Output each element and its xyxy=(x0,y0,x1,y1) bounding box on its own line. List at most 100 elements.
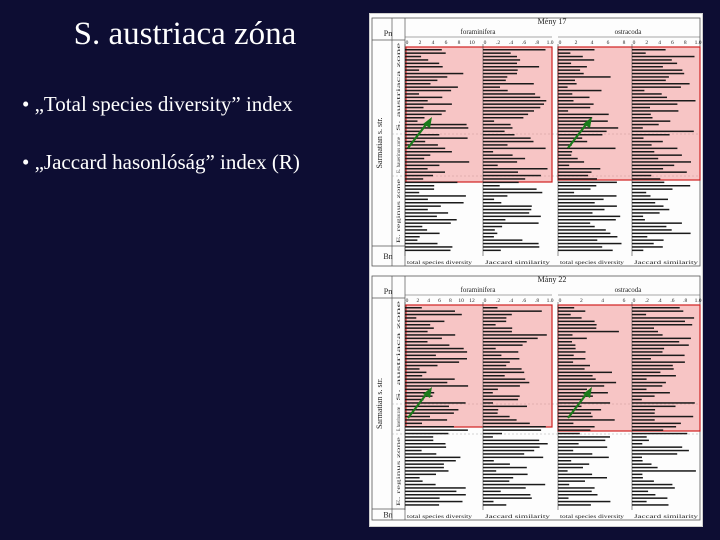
data-bar xyxy=(632,422,681,425)
data-bar xyxy=(405,137,468,139)
data-bar xyxy=(558,178,597,180)
data-bar xyxy=(558,497,569,499)
data-bar xyxy=(405,208,428,211)
data-bar xyxy=(405,402,466,404)
data-bar xyxy=(558,483,570,486)
data-bar xyxy=(632,415,694,418)
data-bar xyxy=(558,402,611,404)
data-bar xyxy=(483,334,547,336)
data-bar xyxy=(632,385,663,387)
data-bar xyxy=(483,480,510,482)
data-bar xyxy=(405,419,448,421)
data-bar xyxy=(405,59,429,61)
data-bar xyxy=(405,123,467,126)
data-bar xyxy=(632,72,685,75)
data-bar xyxy=(405,375,423,377)
data-bar xyxy=(558,86,568,88)
data-bar xyxy=(483,219,506,221)
data-bar xyxy=(558,157,578,160)
data-bar xyxy=(558,477,607,479)
data-bar xyxy=(558,120,608,122)
data-bar xyxy=(405,480,423,482)
data-bar xyxy=(483,409,499,411)
data-bar xyxy=(405,113,442,116)
data-bar xyxy=(632,320,685,323)
data-bar xyxy=(558,134,603,136)
data-bar xyxy=(483,154,513,156)
data-bar xyxy=(558,347,576,350)
data-bar xyxy=(558,466,583,469)
green-arrow-head xyxy=(423,117,432,128)
data-bar xyxy=(405,79,438,82)
data-bar xyxy=(405,337,442,340)
data-bar xyxy=(483,205,532,207)
data-bar xyxy=(483,86,500,88)
data-bar xyxy=(632,83,690,85)
data-bar xyxy=(632,307,680,309)
data-bar xyxy=(558,381,617,384)
data-bar xyxy=(558,161,585,163)
data-bar xyxy=(405,334,456,336)
data-bar xyxy=(405,55,422,58)
data-bar xyxy=(632,480,654,482)
data-bar xyxy=(558,307,575,309)
data-bar xyxy=(632,392,670,394)
data-bar xyxy=(483,117,524,119)
data-bar xyxy=(483,202,502,204)
tick-label: 4 xyxy=(432,40,435,46)
data-bar xyxy=(483,473,528,476)
data-bar xyxy=(483,242,539,245)
green-arrow xyxy=(407,121,429,149)
data-bar xyxy=(483,110,534,112)
data-bar xyxy=(632,215,644,218)
data-bar xyxy=(632,375,676,377)
data-bar xyxy=(632,494,656,496)
green-arrow xyxy=(567,121,589,149)
data-bar xyxy=(632,219,645,221)
data-bar xyxy=(632,171,687,173)
data-bar xyxy=(558,419,615,421)
data-bar xyxy=(558,147,616,150)
data-bar xyxy=(405,409,459,411)
data-bar xyxy=(405,120,418,122)
data-bar xyxy=(405,185,435,187)
data-bar xyxy=(405,215,437,218)
tick-label: 0 xyxy=(484,40,487,46)
data-bar xyxy=(632,310,684,312)
data-bar xyxy=(405,487,466,489)
data-bar xyxy=(405,117,425,119)
data-bar xyxy=(405,460,456,462)
data-bar xyxy=(558,113,609,116)
data-bar xyxy=(405,106,424,109)
data-bar xyxy=(558,76,611,78)
zone-label: S. austriaca zone xyxy=(396,42,402,131)
data-bar xyxy=(405,463,444,465)
data-bar xyxy=(632,477,643,479)
data-bar xyxy=(558,405,582,408)
data-bar xyxy=(558,354,574,357)
data-bar xyxy=(632,341,680,343)
data-bar xyxy=(483,140,534,143)
data-bar xyxy=(483,144,508,146)
data-bar xyxy=(632,185,691,187)
data-bar xyxy=(632,134,670,136)
data-bar xyxy=(632,168,664,170)
data-bar xyxy=(483,337,538,340)
data-bar xyxy=(483,232,498,235)
data-bar xyxy=(632,181,665,184)
data-bar xyxy=(405,432,449,435)
data-bar xyxy=(405,494,466,496)
data-bar xyxy=(405,426,454,428)
data-bar xyxy=(405,171,445,173)
data-bar xyxy=(558,334,573,336)
data-bar xyxy=(558,232,611,235)
data-bar xyxy=(483,405,527,408)
data-bar xyxy=(632,398,642,401)
data-bar xyxy=(558,198,604,201)
data-bar xyxy=(558,123,586,126)
green-arrow-head xyxy=(583,117,592,128)
zone-label: S. austriaca zone xyxy=(396,299,402,401)
stage-bottom-label: Bn xyxy=(383,252,392,261)
data-bar xyxy=(483,422,530,425)
data-bar xyxy=(558,144,572,146)
